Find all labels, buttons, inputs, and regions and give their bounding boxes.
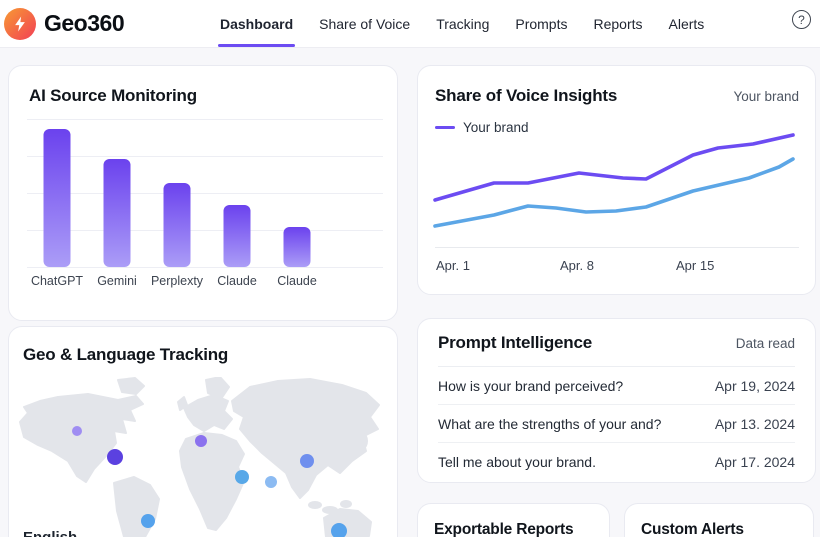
share-of-voice-header-right: Your brand: [733, 88, 799, 104]
x-axis-ticks: Apr. 1 Apr. 8 Apr 15: [418, 258, 815, 278]
share-of-voice-title: Share of Voice Insights: [435, 86, 618, 105]
prompt-date: Apr 19, 2024: [714, 377, 795, 394]
bar-label: ChatGPT: [30, 274, 84, 288]
prompt-intelligence-card: Prompt Intelligence Data read How is you…: [417, 318, 816, 483]
map-dot-europe: [195, 435, 207, 447]
map-dot-australia: [331, 523, 347, 537]
prompt-row: What are the strengths of your and? Apr 1…: [438, 405, 795, 443]
map-dot-canada: [72, 426, 82, 436]
map-dot-middle-east: [235, 470, 249, 484]
prompt-row: Tell me about your brand. Apr 17. 2024: [438, 443, 795, 481]
custom-alerts-title: Custom Alerts: [641, 521, 744, 537]
nav-item-tracking[interactable]: Tracking: [436, 16, 490, 32]
bar-label: Perplexty: [150, 274, 204, 288]
x-tick: Apr. 8: [560, 258, 594, 273]
nav-item-reports[interactable]: Reports: [593, 16, 643, 32]
prompt-list: How is your brand perceived? Apr 19, 2024…: [438, 367, 795, 481]
legend-dash-icon: [435, 125, 455, 130]
language-label-english: English: [23, 529, 77, 537]
map-continents: [19, 377, 380, 537]
world-map: [19, 377, 380, 537]
bar-label: Gemini: [97, 274, 137, 288]
line-chart-legend: Your brand: [435, 120, 799, 135]
map-dot-east-asia: [300, 454, 314, 468]
main-nav: Dashboard Share of Voice Tracking Prompts Re…: [217, 0, 705, 48]
bar-gemini-1: [103, 159, 131, 267]
prompt-text: Tell me about your brand.: [438, 454, 596, 470]
bar-chart-labels: ChatGPT Gemini Perplexty Claude Claude: [27, 274, 327, 288]
prompt-intelligence-header-right: Data read: [735, 335, 795, 351]
bar-label: Claude: [277, 274, 317, 288]
bar-label: Claude: [217, 274, 257, 288]
nav-item-alerts[interactable]: Alerts: [668, 16, 705, 32]
x-tick: Apr 15: [676, 258, 715, 273]
brand-name: Geo360: [44, 10, 125, 36]
geo-language-tracking-title: Geo & Language Tracking: [23, 345, 229, 364]
bar-chart-gridlines: [27, 119, 383, 268]
help-icon[interactable]: ?: [792, 10, 811, 29]
map-dots: [72, 426, 347, 537]
line-series-secondary: [433, 157, 795, 228]
bar-claude-3: [223, 205, 251, 267]
brand: Geo360: [4, 7, 125, 40]
prompt-text: What are the strengths of your and?: [438, 415, 662, 432]
prompt-row: How is your brand perceived? Apr 19, 2024: [438, 367, 795, 405]
prompt-intelligence-title: Prompt Intelligence: [438, 333, 592, 352]
custom-alerts-card[interactable]: Custom Alerts: [624, 503, 814, 537]
bar-chatgpt-0: [43, 129, 71, 267]
bar-perplexty-2: [163, 183, 191, 267]
map-dot-india: [265, 476, 277, 488]
x-axis-line: [435, 247, 799, 248]
prompt-text: How is your brand perceived?: [438, 377, 624, 394]
geo-language-tracking-card: Geo & Language Tracking English: [8, 326, 398, 537]
map-dot-brazil: [141, 514, 155, 528]
bar-chart: [27, 119, 327, 267]
nav-item-dashboard[interactable]: Dashboard: [217, 16, 296, 47]
ai-source-monitoring-title: AI Source Monitoring: [29, 86, 197, 105]
top-navbar: Geo360 Dashboard Share of Voice Tracking Pr…: [0, 0, 820, 48]
legend-label: Your brand: [463, 120, 529, 135]
bar-claude-4: [283, 227, 311, 267]
exportable-reports-card[interactable]: Exportable Reports: [417, 503, 610, 537]
exportable-reports-title: Exportable Reports: [434, 521, 574, 537]
share-of-voice-card: Share of Voice Insights Your brand Your …: [417, 65, 816, 295]
map-dot-us-east: [107, 449, 123, 465]
prompt-date: Apr 13. 2024: [714, 415, 795, 432]
ai-source-monitoring-card: AI Source Monitoring ChatGPT Gemini Perple…: [8, 65, 398, 321]
nav-item-share-of-voice[interactable]: Share of Voice: [319, 16, 411, 32]
prompt-date: Apr 17. 2024: [714, 454, 795, 470]
line-series-Your brand: [433, 133, 795, 202]
x-tick: Apr. 1: [436, 258, 470, 273]
nav-item-prompts[interactable]: Prompts: [515, 16, 568, 32]
line-chart: [433, 133, 795, 228]
lightning-bolt-logo-icon: [4, 7, 36, 40]
